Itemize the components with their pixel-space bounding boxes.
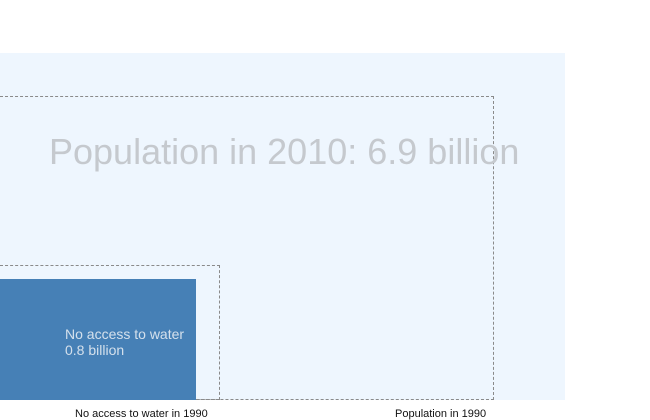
population-2010-label: Population in 2010: 6.9 billion <box>49 131 520 172</box>
no-access-1990-caption: No access to water in 1990 <box>75 408 208 420</box>
population-1990-caption: Population in 1990 <box>395 408 487 420</box>
no-access-2010-area: No access to water 0.8 billion <box>0 279 196 400</box>
no-access-2010-label: No access to water 0.8 billion <box>65 326 184 358</box>
population-1990-outline <box>0 96 494 400</box>
no-access-2010-label-line1: No access to water <box>65 326 185 342</box>
no-access-2010-label-line2: 0.8 billion <box>65 342 125 358</box>
